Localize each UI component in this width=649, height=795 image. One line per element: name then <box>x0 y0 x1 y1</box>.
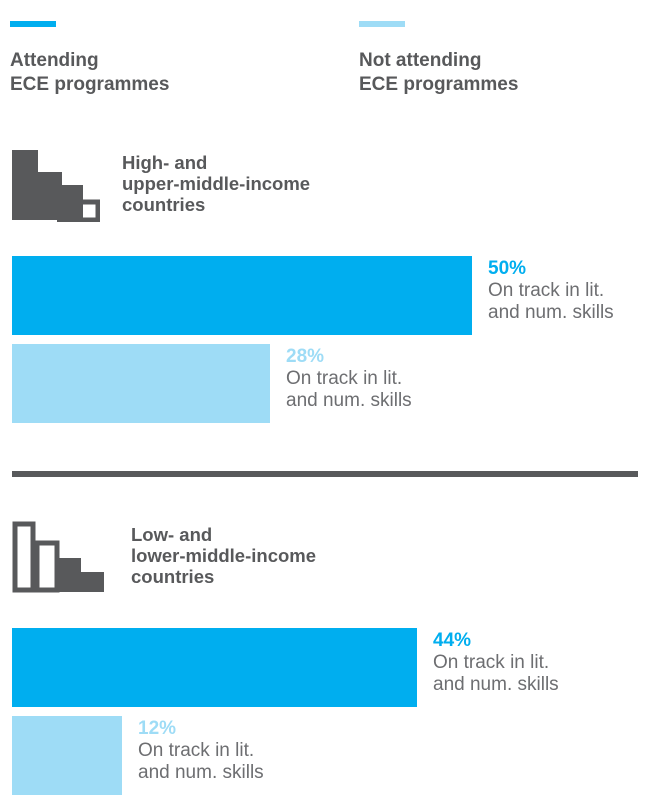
value-label-low-attending: 44% <box>433 630 472 651</box>
bar-low-not-attending <box>12 716 122 795</box>
legend-label-attending: Attending ECE programmes <box>10 50 170 95</box>
desc-label-high-not-attending: On track in lit. and num. skills <box>286 368 412 411</box>
bar-high-attending <box>12 256 472 335</box>
group-title-low-income: Low- and lower-middle-income countries <box>131 524 317 587</box>
bar-chart-icon-high-filled <box>12 150 100 222</box>
bar-high-not-attending <box>12 344 270 423</box>
group-title-high-income: High- and upper-middle-income countries <box>122 152 311 215</box>
value-label-high-attending: 50% <box>488 258 527 279</box>
value-label-low-not-attending: 12% <box>138 718 177 739</box>
bar-low-attending <box>12 628 417 707</box>
legend-swatch-attending <box>10 21 56 27</box>
legend-swatch-not-attending <box>359 21 405 27</box>
value-label-high-not-attending: 28% <box>286 346 325 367</box>
group-divider <box>12 471 638 477</box>
legend-label-not-attending: Not attending ECE programmes <box>359 50 519 95</box>
desc-label-high-attending: On track in lit. and num. skills <box>488 280 614 323</box>
desc-label-low-attending: On track in lit. and num. skills <box>433 652 559 695</box>
bar-chart-icon-low-filled <box>12 521 104 593</box>
desc-label-low-not-attending: On track in lit. and num. skills <box>138 740 264 783</box>
